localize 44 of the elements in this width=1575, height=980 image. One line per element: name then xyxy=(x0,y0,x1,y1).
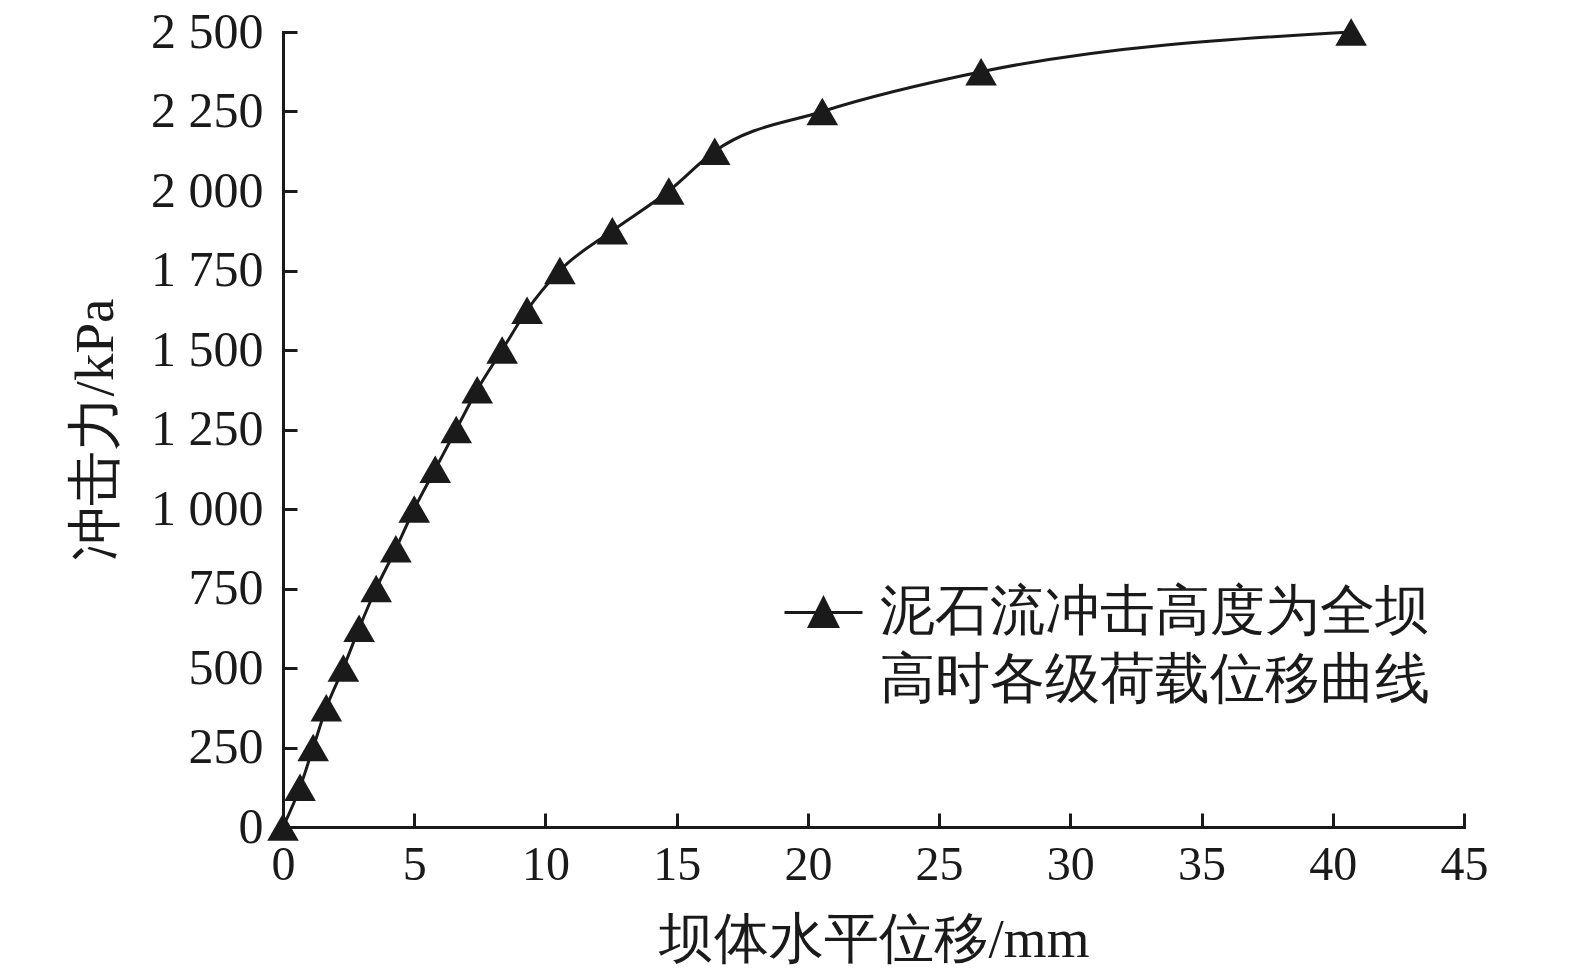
y-tick-label: 1 500 xyxy=(151,320,264,377)
point xyxy=(652,177,685,205)
y-tick-label: 500 xyxy=(188,638,264,695)
x-tick-label: 25 xyxy=(915,836,964,890)
point xyxy=(511,296,543,324)
x-tick-label: 5 xyxy=(402,836,427,890)
point xyxy=(965,58,997,86)
x-tick-label: 10 xyxy=(521,836,570,890)
y-tick-label: 2 500 xyxy=(151,2,264,59)
y-tick-label: 250 xyxy=(188,718,264,774)
x-tick-label: 40 xyxy=(1309,836,1358,890)
legend-label: 泥石流冲击高度为全坝高时各级荷载位移曲线 xyxy=(880,579,1430,709)
y-tick-label: 0 xyxy=(238,797,264,854)
y-tick-label: 750 xyxy=(188,559,264,615)
point xyxy=(310,694,343,722)
y-tick-label: 1 000 xyxy=(151,479,264,536)
point xyxy=(544,256,576,285)
point xyxy=(698,137,731,165)
x-tick-label: 15 xyxy=(653,836,702,890)
point xyxy=(486,336,518,364)
point xyxy=(360,574,392,603)
y-axis-title: 冲击力/kPa xyxy=(63,298,125,562)
point xyxy=(806,97,839,126)
point xyxy=(419,455,452,483)
point xyxy=(398,495,431,523)
point xyxy=(380,535,412,563)
point xyxy=(297,733,329,762)
x-tick-label: 35 xyxy=(1178,836,1227,890)
point xyxy=(343,614,375,642)
point xyxy=(461,376,494,404)
point xyxy=(284,773,316,801)
x-tick-label: 20 xyxy=(784,836,833,890)
point xyxy=(1335,18,1367,46)
y-tick-label: 1 250 xyxy=(151,400,264,456)
y-tick-label: 1 750 xyxy=(151,241,264,297)
x-tick-label: 45 xyxy=(1440,836,1489,890)
y-tick-label: 2 000 xyxy=(151,161,264,218)
point xyxy=(267,813,299,841)
y-tick-label: 2 250 xyxy=(151,82,264,138)
x-axis-title: 坝体水平位移/mm xyxy=(657,907,1090,969)
x-tick-label: 30 xyxy=(1046,836,1095,890)
point xyxy=(596,217,629,245)
point xyxy=(327,654,360,682)
point xyxy=(440,415,473,444)
